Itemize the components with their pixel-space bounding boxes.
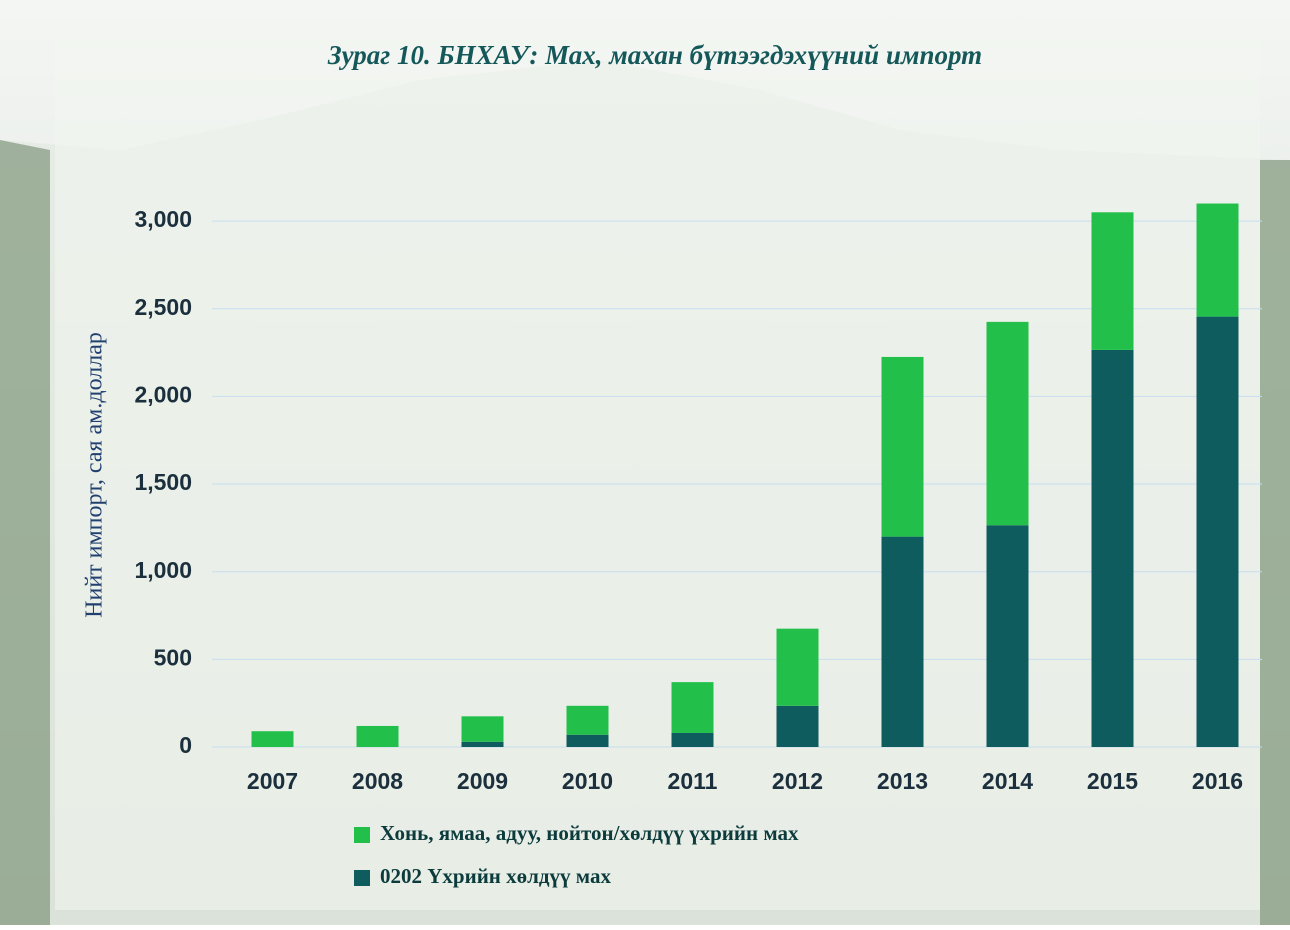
y-tick-label: 0 [179, 732, 192, 758]
bar-segment [777, 706, 819, 747]
y-tick-label: 500 [154, 644, 192, 670]
x-tick-label: 2011 [668, 768, 718, 794]
bar-segment [1197, 317, 1239, 747]
bar-segment [567, 735, 609, 747]
bar-segment [462, 716, 504, 741]
y-tick-label: 1,500 [134, 469, 192, 495]
x-tick-label: 2010 [562, 768, 613, 794]
bar-segment [1092, 350, 1134, 747]
legend-label: 0202 Үхрийн хөлдүү мах [380, 864, 611, 888]
legend-label: Хонь, ямаа, адуу, нойтон/хөлдүү үхрийн м… [380, 821, 799, 845]
bar-segment [567, 706, 609, 735]
y-tick-label: 2,500 [134, 294, 192, 320]
chart: Зураг 10. БНХАУ: Мах, махан бүтээгдэхүүн… [0, 0, 1290, 925]
y-axis-label: Нийт импорт, сая ам.доллар [82, 332, 108, 618]
bar-segment [882, 357, 924, 537]
x-tick-label: 2009 [457, 768, 508, 794]
x-tick-label: 2015 [1087, 768, 1138, 794]
x-tick-label: 2013 [877, 768, 928, 794]
bar-segment [672, 733, 714, 747]
y-tick-label: 2,000 [134, 381, 192, 407]
y-tick-label: 3,000 [134, 206, 192, 232]
x-tick-label: 2016 [1192, 768, 1243, 794]
x-tick-label: 2007 [247, 768, 298, 794]
y-tick-label: 1,000 [134, 557, 192, 583]
chart-title: Зураг 10. БНХАУ: Мах, махан бүтээгдэхүүн… [327, 40, 982, 70]
bar-segment [357, 726, 399, 747]
bar-segment [1092, 212, 1134, 350]
bar-segment [777, 629, 819, 706]
bar-segment [672, 682, 714, 733]
bar-segment [987, 322, 1029, 525]
x-tick-label: 2012 [772, 768, 823, 794]
bar-segment [462, 742, 504, 747]
bar-segment [987, 525, 1029, 747]
bar-segment [252, 731, 294, 747]
panel [55, 40, 1260, 910]
x-tick-label: 2014 [982, 768, 1033, 794]
bar-segment [1197, 204, 1239, 317]
x-tick-label: 2008 [352, 768, 403, 794]
bar-segment [882, 537, 924, 747]
legend-swatch [354, 870, 370, 886]
legend-swatch [354, 827, 370, 843]
